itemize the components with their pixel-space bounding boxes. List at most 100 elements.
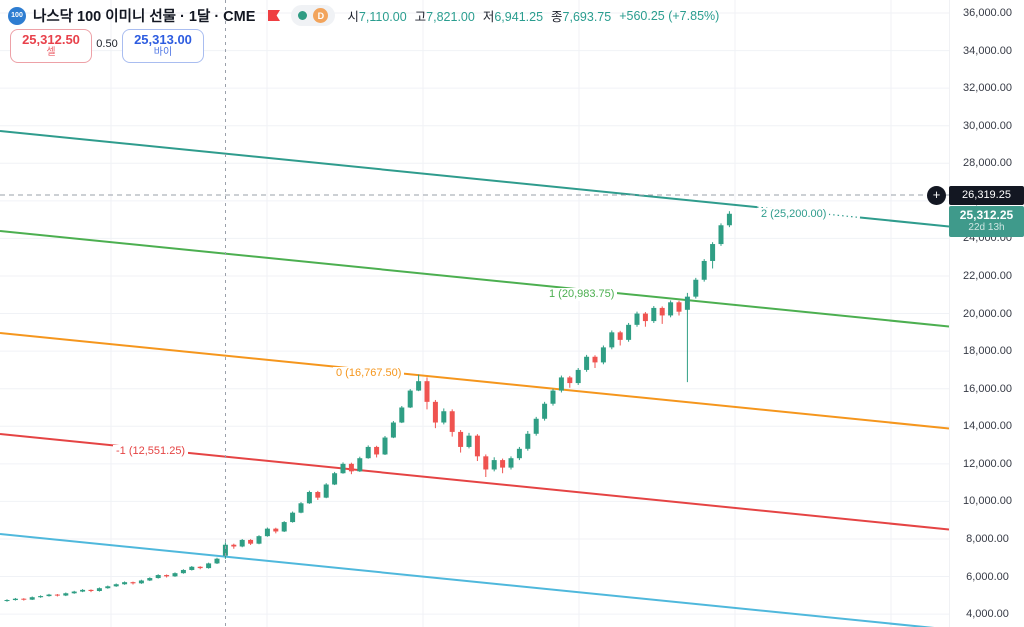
price-axis-label: 30,000.00 (963, 119, 1012, 132)
candle-body (214, 558, 220, 564)
fib-level-label-1[interactable]: 1 (20,983.75) (546, 288, 618, 301)
open-label: 시 (347, 10, 359, 24)
candle-body (617, 332, 623, 340)
candle-body (466, 435, 472, 447)
low-value: 6,941.25 (494, 10, 544, 24)
candle-body (248, 539, 254, 544)
candle-body (416, 381, 422, 391)
candle-body (449, 411, 455, 432)
symbol-logo-icon[interactable]: 100 (8, 6, 26, 25)
crosshair-price-badge: 26,319.25 (949, 186, 1024, 205)
candle-body (180, 569, 186, 574)
candle-body (332, 473, 338, 485)
high-label: 고 (414, 10, 427, 24)
candle-body (105, 586, 111, 589)
candle-body (399, 407, 405, 423)
market-status-pill[interactable]: D (291, 5, 336, 26)
price-axis-label: 20,000.00 (963, 307, 1012, 320)
flag-icon[interactable] (267, 9, 281, 22)
sell-label: 셀 (46, 47, 56, 58)
candle-body (424, 381, 430, 402)
candle-body (584, 356, 590, 370)
candle-body (46, 594, 52, 597)
price-axis-label: 6,000.00 (966, 570, 1009, 583)
candle-body (281, 522, 287, 532)
candle-body (659, 307, 665, 316)
candle-body (298, 503, 304, 513)
candle-body (88, 589, 94, 592)
candle-body (29, 597, 35, 600)
candle-body (4, 600, 10, 602)
buy-price: 25,313.00 (134, 32, 192, 47)
fib-level-label--1[interactable]: -1 (12,551.25) (113, 445, 189, 458)
add-alert-plus-button[interactable]: + (927, 186, 946, 205)
candle-body (239, 539, 245, 547)
fib-line-2[interactable] (0, 130, 758, 209)
candle-body (290, 512, 296, 523)
spread-value: 0.50 (96, 38, 118, 50)
candle-body (441, 411, 447, 423)
price-axis-label: 32,000.00 (963, 82, 1012, 95)
candle-body (231, 544, 237, 547)
price-axis-label: 4,000.00 (966, 608, 1009, 621)
candle-body (172, 573, 178, 577)
candle-body (592, 356, 598, 363)
candle-body (357, 458, 363, 472)
ohlc-readout: 시7,110.00 고7,821.00 저6,941.25 종7,693.75 … (347, 6, 719, 25)
candle-body (651, 307, 657, 322)
last-price-badge: 25,312.25 22d 13h (949, 206, 1024, 237)
candle-body (676, 302, 682, 312)
candle-body (701, 260, 707, 280)
low-label: 저 (482, 10, 495, 24)
candle-body (71, 591, 77, 594)
buy-button[interactable]: 25,313.00 바이 (122, 29, 204, 63)
price-axis-label: 8,000.00 (966, 532, 1009, 545)
candle-body (533, 418, 539, 434)
candle-body (642, 313, 648, 322)
price-axis-label: 10,000.00 (963, 495, 1012, 508)
candle-body (718, 225, 724, 245)
candle-body (21, 598, 27, 600)
sell-button[interactable]: 25,312.50 셀 (10, 29, 92, 63)
contract-countdown: 22d 13h (968, 222, 1005, 233)
price-axis-label: 28,000.00 (963, 157, 1012, 170)
fib-level-label-0[interactable]: 0 (16,767.50) (333, 367, 405, 380)
candle-body (315, 492, 321, 498)
chart-canvas[interactable] (0, 0, 949, 627)
candle-body (264, 528, 270, 537)
change-value: +560.25 (+7.85%) (619, 8, 720, 23)
symbol-title[interactable]: 나스닥 100 이미니 선물 · 1달 · CME (33, 9, 256, 25)
candle-body (516, 448, 522, 459)
price-axis-label: 12,000.00 (963, 457, 1012, 470)
candle-body (164, 575, 170, 577)
chart-header: 100 나스닥 100 이미니 선물 · 1달 · CME D 시7,110.0… (8, 5, 719, 26)
candle-body (222, 544, 228, 556)
candle-body (407, 390, 413, 408)
candle-body (726, 213, 732, 226)
candle-body (693, 279, 699, 297)
fib-line-0[interactable] (0, 332, 949, 430)
fib-line-1[interactable] (0, 230, 949, 328)
close-label: 종 (551, 10, 563, 24)
price-axis[interactable]: 36,000.00 34,000.00 32,000.00 30,000.00 28,0… (949, 0, 1024, 627)
candle-body (474, 435, 480, 457)
price-axis-label: 36,000.00 (963, 7, 1012, 19)
candle-body (626, 324, 632, 340)
candle-body (113, 584, 119, 587)
fib-line-2[interactable] (859, 216, 949, 228)
fib-level-label-2[interactable]: 2 (25,200.00) (758, 208, 830, 221)
candle-body (306, 492, 312, 504)
fib-line--2[interactable] (0, 533, 949, 627)
candle-body (206, 563, 212, 569)
candle-body (508, 458, 514, 468)
candle-body (138, 580, 144, 584)
candle-body (668, 302, 674, 316)
candle-body (80, 589, 86, 592)
candle-body (147, 578, 153, 581)
price-axis-label: 18,000.00 (963, 345, 1012, 358)
candle-body (567, 377, 573, 384)
close-value: 7,693.75 (562, 10, 612, 24)
buy-label: 바이 (153, 47, 173, 58)
last-price-value: 25,312.25 (959, 208, 1014, 222)
high-value: 7,821.00 (426, 10, 475, 24)
